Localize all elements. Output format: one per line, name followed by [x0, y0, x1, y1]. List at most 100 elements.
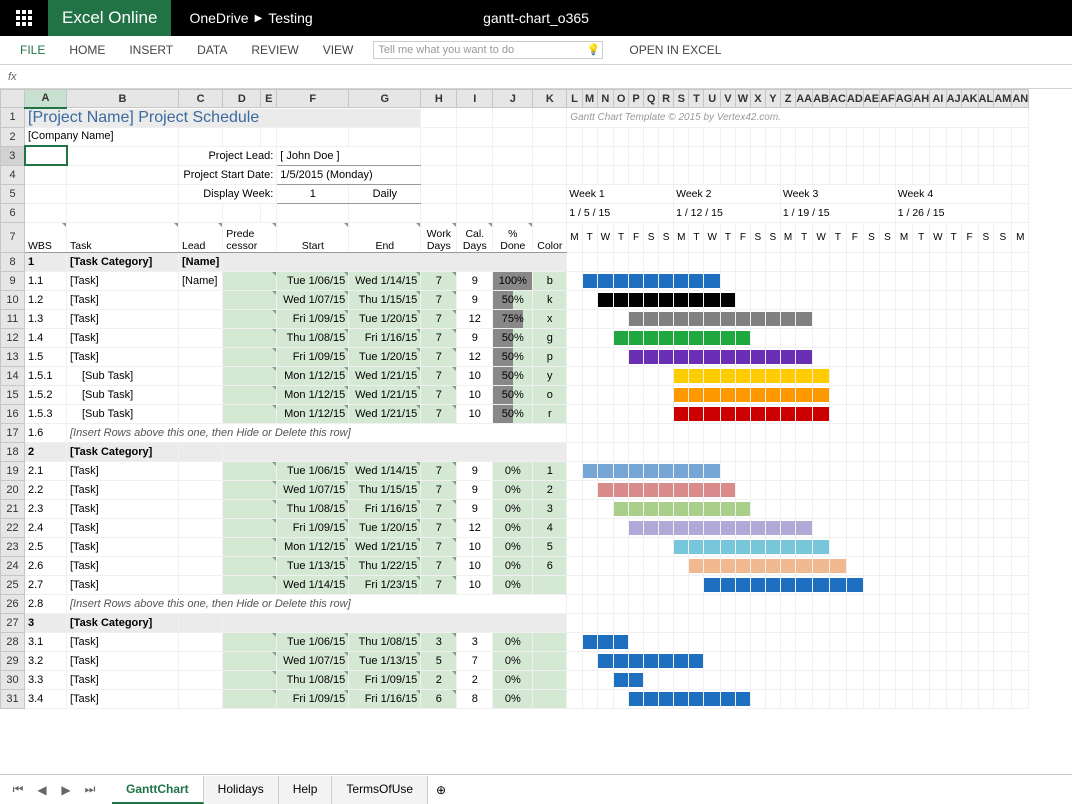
row-header-10[interactable]: 10 — [1, 290, 25, 309]
row-header-30[interactable]: 30 — [1, 670, 25, 689]
col-header-AC[interactable]: AC — [830, 90, 847, 108]
ribbon: FILE HOME INSERT DATA REVIEW VIEW Tell m… — [0, 36, 1072, 65]
col-header-C[interactable]: C — [179, 90, 223, 108]
col-header-Z[interactable]: Z — [780, 90, 795, 108]
document-filename[interactable]: gantt-chart_o365 — [483, 0, 589, 36]
sheet-nav-last-icon[interactable]: ⏭ — [78, 778, 102, 802]
row-header-16[interactable]: 16 — [1, 404, 25, 423]
breadcrumb-testing[interactable]: Testing — [268, 10, 312, 26]
formula-bar[interactable]: fx — [0, 65, 1072, 89]
tab-review[interactable]: REVIEW — [239, 36, 310, 65]
row-header-5[interactable]: 5 — [1, 184, 25, 203]
tab-file[interactable]: FILE — [8, 36, 57, 65]
titlebar: Excel Online OneDrive ▶ Testing gantt-ch… — [0, 0, 1072, 36]
col-header-O[interactable]: O — [614, 90, 629, 108]
col-header-R[interactable]: R — [659, 90, 674, 108]
col-header-V[interactable]: V — [720, 90, 735, 108]
col-header-M[interactable]: M — [582, 90, 597, 108]
app-brand[interactable]: Excel Online — [48, 0, 171, 36]
row-header-19[interactable]: 19 — [1, 461, 25, 480]
selected-cell-A3[interactable] — [25, 146, 67, 165]
spreadsheet-grid[interactable]: ABCDEFGHIJKLMNOPQRSTUVWXYZAAABACADAEAFAG… — [0, 89, 1072, 772]
row-header-13[interactable]: 13 — [1, 347, 25, 366]
row-header-14[interactable]: 14 — [1, 366, 25, 385]
row-header-21[interactable]: 21 — [1, 499, 25, 518]
col-header-AD[interactable]: AD — [846, 90, 863, 108]
row-header-24[interactable]: 24 — [1, 556, 25, 575]
sheet-tab-holidays[interactable]: Holidays — [204, 776, 279, 804]
col-header-W[interactable]: W — [735, 90, 750, 108]
row-header-12[interactable]: 12 — [1, 328, 25, 347]
breadcrumb-onedrive[interactable]: OneDrive — [189, 10, 248, 26]
col-header-S[interactable]: S — [674, 90, 689, 108]
row-header-27[interactable]: 27 — [1, 613, 25, 632]
sheet-nav-prev-icon[interactable]: ◀ — [30, 778, 54, 802]
col-header-Q[interactable]: Q — [644, 90, 659, 108]
row-header-31[interactable]: 31 — [1, 689, 25, 708]
col-header-AI[interactable]: AI — [930, 90, 946, 108]
col-header-AB[interactable]: AB — [813, 90, 830, 108]
col-header-A[interactable]: A — [25, 90, 67, 108]
col-header-D[interactable]: D — [223, 90, 261, 108]
col-header-P[interactable]: P — [629, 90, 644, 108]
col-header-Y[interactable]: Y — [765, 90, 780, 108]
col-header-F[interactable]: F — [277, 90, 349, 108]
col-header-T[interactable]: T — [689, 90, 704, 108]
row-header-15[interactable]: 15 — [1, 385, 25, 404]
tab-data[interactable]: DATA — [185, 36, 239, 65]
row-header-8[interactable]: 8 — [1, 252, 25, 271]
sheet-footer: ⏮ ◀ ▶ ⏭ GanttChartHolidaysHelpTermsOfUse… — [0, 774, 1072, 804]
col-header-AG[interactable]: AG — [895, 90, 913, 108]
sheet-tab-help[interactable]: Help — [279, 776, 333, 804]
col-header-AM[interactable]: AM — [994, 90, 1012, 108]
row-header-20[interactable]: 20 — [1, 480, 25, 499]
row-header-1[interactable]: 1 — [1, 108, 25, 128]
row-header-2[interactable]: 2 — [1, 127, 25, 146]
col-header-AK[interactable]: AK — [961, 90, 978, 108]
col-header-AN[interactable]: AN — [1012, 90, 1029, 108]
col-header-G[interactable]: G — [349, 90, 421, 108]
app-launcher-icon[interactable] — [0, 0, 48, 36]
row-header-7[interactable]: 7 — [1, 222, 25, 252]
col-header-AE[interactable]: AE — [863, 90, 879, 108]
row-header-4[interactable]: 4 — [1, 165, 25, 184]
row-header-18[interactable]: 18 — [1, 442, 25, 461]
tell-me-input[interactable]: Tell me what you want to do 💡 — [373, 41, 603, 59]
sheet-nav-first-icon[interactable]: ⏮ — [6, 778, 30, 802]
row-header-11[interactable]: 11 — [1, 309, 25, 328]
row-header-29[interactable]: 29 — [1, 651, 25, 670]
tab-home[interactable]: HOME — [57, 36, 117, 65]
tell-me-placeholder: Tell me what you want to do — [378, 44, 514, 56]
col-header-X[interactable]: X — [750, 90, 765, 108]
row-header-3[interactable]: 3 — [1, 146, 25, 165]
col-header-N[interactable]: N — [597, 90, 613, 108]
add-sheet-button[interactable]: ⊕ — [428, 783, 454, 797]
col-header-AA[interactable]: AA — [796, 90, 813, 108]
col-header-AH[interactable]: AH — [913, 90, 930, 108]
col-header-B[interactable]: B — [67, 90, 179, 108]
col-header-AF[interactable]: AF — [880, 90, 896, 108]
col-header-AJ[interactable]: AJ — [946, 90, 961, 108]
row-header-28[interactable]: 28 — [1, 632, 25, 651]
row-header-17[interactable]: 17 — [1, 423, 25, 442]
col-header-J[interactable]: J — [493, 90, 533, 108]
col-header-K[interactable]: K — [533, 90, 567, 108]
tab-view[interactable]: VIEW — [311, 36, 366, 65]
sheet-tab-termsofuse[interactable]: TermsOfUse — [332, 776, 428, 804]
row-header-23[interactable]: 23 — [1, 537, 25, 556]
row-header-6[interactable]: 6 — [1, 203, 25, 222]
col-header-L[interactable]: L — [567, 90, 582, 108]
col-header-I[interactable]: I — [457, 90, 493, 108]
col-header-U[interactable]: U — [704, 90, 720, 108]
col-header-H[interactable]: H — [421, 90, 457, 108]
row-header-9[interactable]: 9 — [1, 271, 25, 290]
sheet-nav-next-icon[interactable]: ▶ — [54, 778, 78, 802]
col-header-E[interactable]: E — [261, 90, 277, 108]
sheet-tab-ganttchart[interactable]: GanttChart — [112, 776, 204, 804]
open-in-excel-button[interactable]: OPEN IN EXCEL — [617, 36, 733, 65]
tab-insert[interactable]: INSERT — [117, 36, 185, 65]
col-header-AL[interactable]: AL — [978, 90, 994, 108]
row-header-26[interactable]: 26 — [1, 594, 25, 613]
row-header-22[interactable]: 22 — [1, 518, 25, 537]
row-header-25[interactable]: 25 — [1, 575, 25, 594]
